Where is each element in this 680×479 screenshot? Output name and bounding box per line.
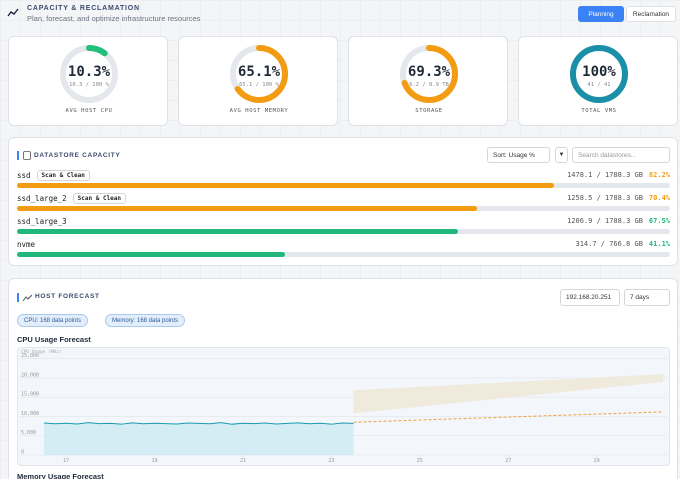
gauge-value: 100% [582,64,616,80]
datastore-usage: 314.7 / 766.8 GB [575,240,643,248]
page-subtitle: Plan, forecast, and optimize infrastruct… [27,14,201,23]
datastore-row: nvme 314.7 / 766.8 GB 41.1% [17,238,670,250]
x-tick-label: 17 [63,458,69,464]
gauge-name: AVG HOST MEMORY [229,108,289,114]
gauge [230,45,288,103]
datastore-usage: 1206.9 / 1788.3 GB [567,217,643,225]
gauge-detail: 41 / 41 [587,82,611,88]
gauge [60,45,118,103]
usage-bar [17,229,458,234]
sort-select[interactable]: Sort: Usage % [487,147,550,163]
gauge-name: STORAGE [415,108,443,114]
usage-track [17,206,670,211]
y-tick-label: 5,000 [21,430,36,436]
y-tick-label: 0 [21,450,24,456]
gauge-card: 10.3% 10.3 / 100 % AVG HOST CPU [8,36,168,126]
forecast-icon [23,294,32,302]
history-line [43,422,354,425]
section-title: HOST FORECAST [35,293,100,300]
gauge [570,45,628,103]
gauge-arc [400,45,458,103]
datastore-name: ssd_large_2 [17,193,67,203]
y-tick-label: 10,000 [21,411,39,417]
datastore-percent: 82.2% [648,171,670,179]
section-accent [17,151,19,160]
section-accent [17,293,19,302]
data-pill[interactable]: Memory: 168 data points [105,314,186,327]
host-select[interactable]: 192.168.20.251 [560,289,620,306]
gauge-detail: 10.3 / 100 % [69,82,109,88]
datastore-row: ssd_large_2 Scan & Clean 1258.5 / 1788.3 G… [17,192,670,204]
gauge-name: AVG HOST CPU [65,108,113,114]
y-tick-label: 15,000 [21,392,39,398]
x-tick-label: 27 [505,458,511,464]
usage-track [17,183,670,188]
datastore-usage: 1478.1 / 1788.3 GB [567,171,643,179]
datastore-row: ssd Scan & Clean 1478.1 / 1788.3 GB 82.2% [17,169,670,181]
gauge-card: 65.1% 65.1 / 100 % AVG HOST MEMORY [178,36,338,126]
x-tick-label: 19 [152,458,158,464]
usage-track [17,229,670,234]
scan-label: Scan & Clean [41,171,85,179]
datastore-percent: 67.5% [648,217,670,225]
usage-bar [17,252,286,257]
scan-button[interactable]: Scan & Clean [72,192,127,204]
reclamation-tab[interactable]: Reclamation [626,6,676,22]
x-tick-label: 25 [417,458,423,464]
section-title: DATASTORE CAPACITY [34,152,121,159]
gauge-arc [60,45,118,103]
history-area [44,422,354,455]
gauge-name: TOTAL VMS [581,108,617,114]
datastore-icon [23,151,31,160]
icon-shape [23,151,31,160]
planning-tab[interactable]: Planning [578,6,624,22]
scan-label: Scan & Clean [77,194,122,202]
datastore-name: ssd [17,170,31,180]
datastore-percent: 41.1% [648,240,670,248]
scan-button[interactable]: Scan & Clean [36,169,90,181]
chart-title: Memory Usage Forecast [17,472,104,479]
gauge [400,45,458,103]
gauge-detail: 6.2 / 8.9 TB [409,82,449,88]
gauge-card: 69.3% 6.2 / 8.9 TB STORAGE [348,36,508,126]
x-tick-label: 23 [328,458,334,464]
icon-shape [23,294,32,302]
usage-bar [17,206,477,211]
header-icon [7,8,19,17]
datastore-name: nvme [17,239,36,249]
usage-track [17,252,670,257]
y-tick-label: 25,000 [21,353,39,359]
datastore-percent: 70.4% [648,194,670,202]
forecast-line [353,411,664,423]
filter-button[interactable]: ▼ [555,147,568,163]
gauge-detail: 65.1 / 100 % [239,82,279,88]
x-tick-label: 29 [594,458,600,464]
y-tick-label: 20,000 [21,372,39,378]
x-tick-label: 21 [240,458,246,464]
gauge-arc [230,45,288,103]
gauge-arc [570,45,628,103]
y-axis-label: CPU Usage (MHz) [21,349,62,355]
gauge-card: 100% 41 / 41 TOTAL VMS [518,36,678,126]
gauge-value: 69.3% [407,64,451,80]
datastore-name: ssd_large_3 [17,216,67,226]
usage-bar [17,183,554,188]
gauge-value: 10.3% [67,64,111,80]
confidence-band [353,374,663,414]
chart-title: CPU Usage Forecast [17,335,91,344]
page-title: CAPACITY & RECLAMATION [27,5,140,12]
datastore-usage: 1258.5 / 1788.3 GB [567,194,643,202]
range-select[interactable]: 7 days [624,289,670,306]
datastore-row: ssd_large_3 1206.9 / 1788.3 GB 67.5% [17,215,670,227]
gauge-value: 65.1% [237,64,281,80]
search-input[interactable]: Search datastores... [572,147,670,163]
data-pill[interactable]: CPU: 168 data points [17,314,89,327]
